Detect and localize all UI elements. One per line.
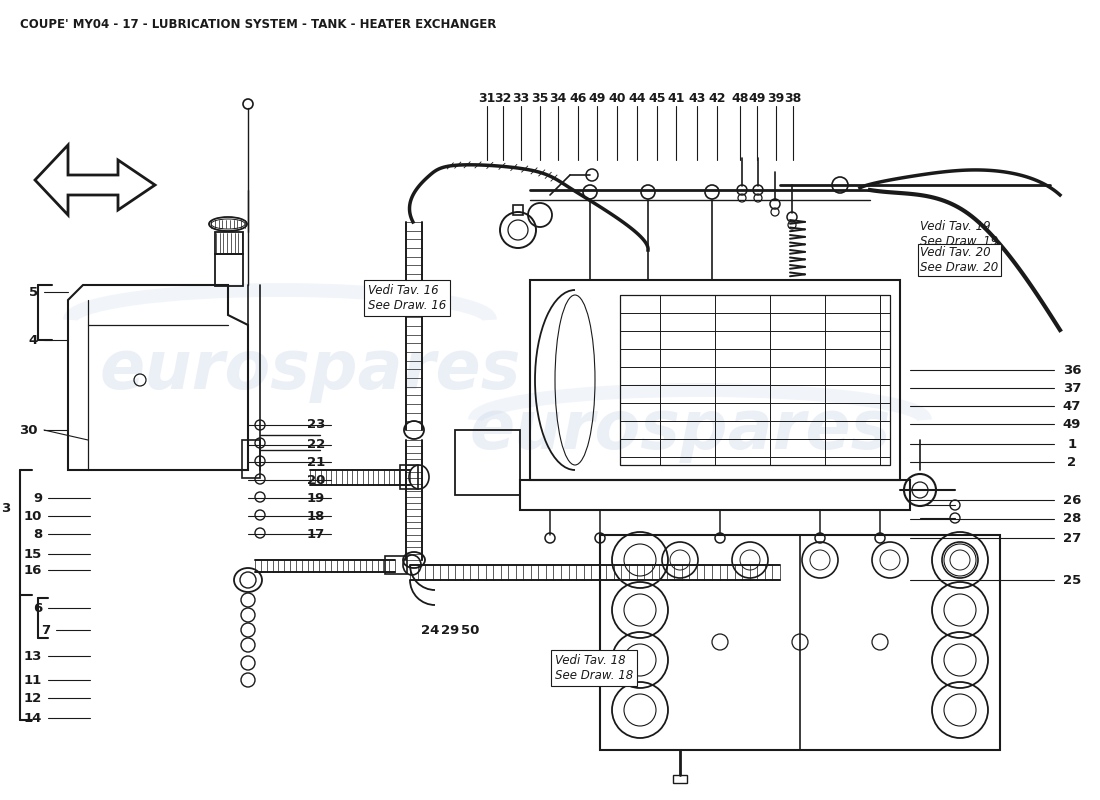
Text: 49: 49 (588, 91, 606, 105)
Bar (385, 556, 407, 574)
Text: 26: 26 (1063, 494, 1081, 506)
Text: 10: 10 (23, 510, 42, 522)
Bar (530, 280, 900, 480)
Text: eurospares: eurospares (470, 397, 891, 463)
Text: Vedi Tav. 16
See Draw. 16: Vedi Tav. 16 See Draw. 16 (368, 284, 447, 312)
Text: 13: 13 (23, 650, 42, 662)
Text: 47: 47 (1063, 399, 1081, 413)
Bar (400, 465, 418, 489)
Text: 1: 1 (1067, 438, 1077, 450)
Text: 25: 25 (1063, 574, 1081, 586)
Bar (600, 535, 1000, 750)
Text: 9: 9 (33, 491, 42, 505)
Text: 18: 18 (307, 510, 324, 522)
Text: 22: 22 (307, 438, 324, 451)
Text: 11: 11 (24, 674, 42, 686)
Text: 7: 7 (41, 623, 50, 637)
Text: 35: 35 (531, 91, 549, 105)
Text: 2: 2 (1067, 455, 1077, 469)
Bar (520, 480, 910, 510)
Text: 50: 50 (461, 623, 480, 637)
Text: 34: 34 (549, 91, 566, 105)
Text: 4: 4 (29, 334, 38, 346)
Text: 32: 32 (494, 91, 512, 105)
Text: 49: 49 (1063, 418, 1081, 430)
Text: 15: 15 (24, 547, 42, 561)
Text: 36: 36 (1063, 363, 1081, 377)
Text: 29: 29 (441, 623, 459, 637)
Text: 48: 48 (732, 91, 749, 105)
Text: 20: 20 (307, 474, 324, 486)
Text: 3: 3 (1, 502, 10, 514)
Bar (242, 440, 260, 478)
Text: 24: 24 (421, 623, 439, 637)
Text: Vedi Tav. 19
See Draw. 19: Vedi Tav. 19 See Draw. 19 (920, 220, 999, 248)
Text: 31: 31 (478, 91, 496, 105)
Polygon shape (35, 145, 155, 215)
Text: 21: 21 (307, 455, 324, 469)
Text: 33: 33 (513, 91, 529, 105)
Text: 42: 42 (708, 91, 726, 105)
Text: eurospares: eurospares (99, 337, 520, 403)
Bar (513, 205, 522, 215)
Text: 12: 12 (24, 691, 42, 705)
Text: 37: 37 (1063, 382, 1081, 394)
Text: 30: 30 (20, 423, 38, 437)
Text: 6: 6 (33, 602, 42, 614)
Text: 23: 23 (307, 418, 324, 431)
Text: 43: 43 (689, 91, 706, 105)
Text: 8: 8 (33, 527, 42, 541)
Text: 19: 19 (307, 491, 324, 505)
Text: 17: 17 (307, 527, 324, 541)
Text: COUPE' MY04 - 17 - LUBRICATION SYSTEM - TANK - HEATER EXCHANGER: COUPE' MY04 - 17 - LUBRICATION SYSTEM - … (20, 18, 496, 31)
Text: 46: 46 (570, 91, 586, 105)
Text: 45: 45 (648, 91, 666, 105)
Bar (455, 430, 520, 495)
Text: 14: 14 (23, 711, 42, 725)
Text: Vedi Tav. 18
See Draw. 18: Vedi Tav. 18 See Draw. 18 (556, 654, 634, 682)
Text: 40: 40 (608, 91, 626, 105)
Text: 28: 28 (1063, 513, 1081, 526)
Text: 49: 49 (748, 91, 766, 105)
Text: 5: 5 (29, 286, 38, 298)
Bar (214, 232, 243, 254)
Text: Vedi Tav. 20
See Draw. 20: Vedi Tav. 20 See Draw. 20 (920, 246, 999, 274)
Bar (673, 775, 688, 783)
Text: 44: 44 (628, 91, 646, 105)
Text: 27: 27 (1063, 531, 1081, 545)
Bar (620, 295, 890, 465)
Text: 39: 39 (768, 91, 784, 105)
Text: 38: 38 (784, 91, 802, 105)
Bar (214, 254, 243, 286)
Text: 16: 16 (23, 563, 42, 577)
Text: 41: 41 (668, 91, 684, 105)
